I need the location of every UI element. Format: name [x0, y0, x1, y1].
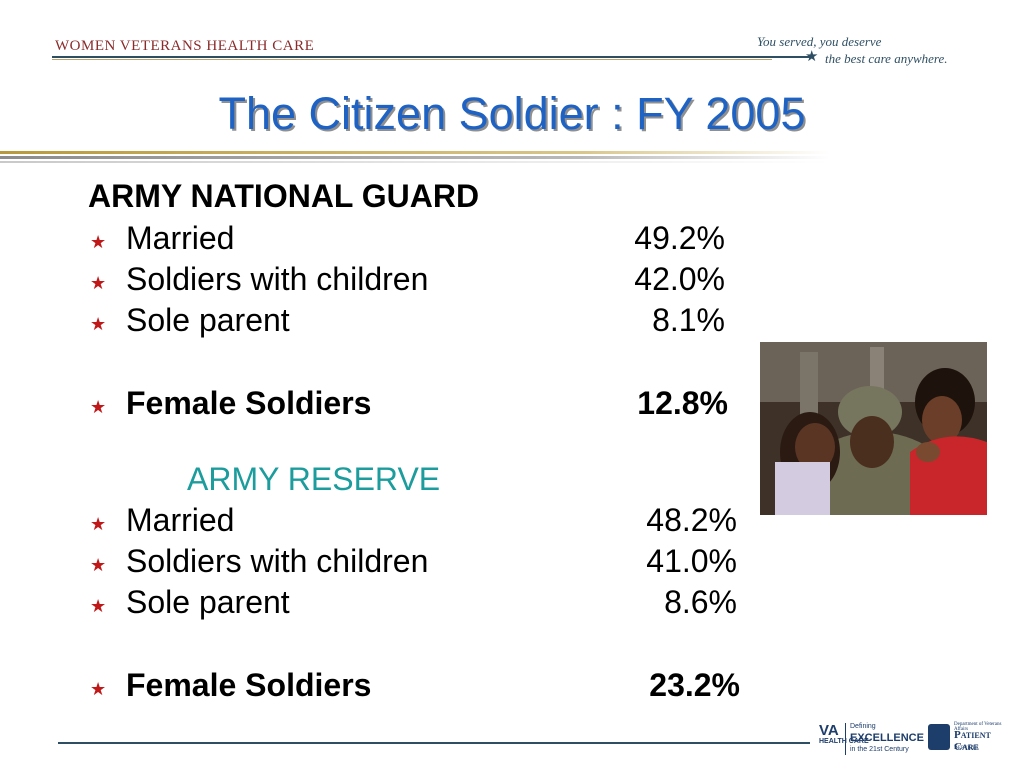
star-icon: ★ [90, 596, 107, 616]
brand-title: WOMEN VETERANS HEALTH CARE [55, 38, 315, 54]
star-icon: ★ [90, 397, 107, 417]
row-label: Sole parent [126, 584, 290, 620]
star-icon: ★ [90, 232, 107, 252]
female-soldiers-label: Female Soldiers [126, 667, 372, 703]
va-excellence-logo: VA HEALTH CARE Defining EXCELLENCE in th… [817, 722, 924, 756]
row-label: Married [126, 220, 235, 256]
row-value: 42.0% [634, 261, 725, 297]
row-value: 8.1% [652, 302, 725, 338]
star-icon: ★ [90, 314, 107, 334]
row-label: Married [126, 502, 235, 538]
star-icon: ★ [805, 48, 819, 65]
va-defining-text: Defining [850, 723, 876, 730]
va-health-care-text: HEALTH CARE [819, 738, 869, 745]
row-label: Sole parent [126, 302, 290, 338]
row-value: 41.0% [646, 543, 737, 579]
row-value: 48.2% [646, 502, 737, 538]
pcs-department-text: Department of Veterans Affairs [954, 722, 1002, 732]
female-soldiers-value: 12.8% [637, 385, 728, 421]
pcs-services-text: Services [954, 743, 979, 751]
female-soldiers-label: Female Soldiers [126, 385, 372, 421]
row-label: Soldiers with children [126, 261, 429, 297]
star-icon: ★ [90, 555, 107, 575]
row-value: 49.2% [634, 220, 725, 256]
va-seal-icon [928, 724, 950, 750]
footer-divider [58, 742, 810, 744]
header-divider [52, 56, 812, 58]
va-excellence-text: EXCELLENCE [850, 732, 924, 744]
row-value: 8.6% [664, 584, 737, 620]
va-mark: VA [819, 722, 839, 739]
family-reunion-photo [760, 342, 987, 515]
star-icon: ★ [90, 273, 107, 293]
pcs-patient-care-text: Patient Care [954, 729, 991, 753]
national-guard-heading: ARMY NATIONAL GUARD [88, 178, 480, 214]
va-century-text: in the 21st Century [850, 746, 909, 753]
star-icon: ★ [90, 514, 107, 534]
female-soldiers-value: 23.2% [649, 667, 740, 703]
tagline-line-1: You served, you deserve [757, 34, 882, 49]
patient-care-services-logo: Department of Veterans Affairs Patient C… [928, 722, 1014, 756]
army-reserve-heading: ARMY RESERVE [187, 461, 441, 497]
star-icon: ★ [90, 679, 107, 699]
slide-title: The Citizen Soldier : FY 2005 [218, 88, 806, 139]
title-underline [0, 151, 830, 165]
header-divider-accent [52, 59, 772, 60]
tagline: You served, you deserve the best care an… [757, 33, 948, 67]
tagline-line-2: the best care anywhere. [825, 51, 948, 66]
row-label: Soldiers with children [126, 543, 429, 579]
